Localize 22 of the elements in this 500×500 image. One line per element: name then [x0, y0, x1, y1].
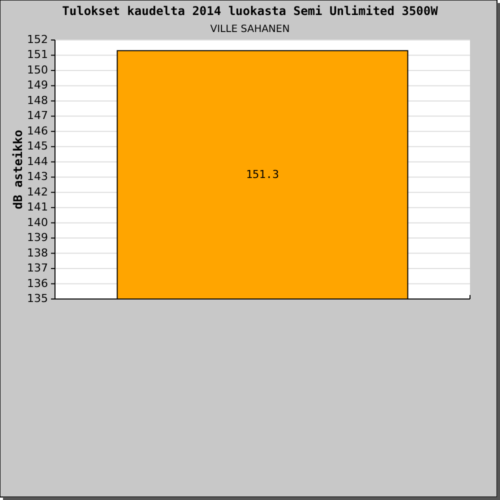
y-tick-label: 145	[27, 140, 48, 153]
data-label: 151.3	[246, 168, 280, 181]
y-tick-label: 135	[27, 292, 48, 306]
y-tick-label: 140	[27, 216, 48, 229]
y-tick-label: 147	[27, 109, 48, 122]
y-tick-label: 142	[27, 185, 48, 198]
y-tick-label: 146	[27, 124, 48, 138]
y-tick-label: 151	[27, 48, 48, 62]
y-tick-label: 149	[27, 78, 48, 92]
y-axis-title: dB asteikko	[11, 130, 25, 210]
y-tick-label: 152	[27, 33, 48, 46]
y-tick-label: 148	[27, 94, 48, 107]
chart-subtitle: VILLE SAHANEN	[210, 24, 290, 35]
y-tick-label: 141	[27, 200, 48, 214]
y-tick-label: 150	[27, 63, 48, 76]
y-tick-label: 144	[27, 154, 48, 168]
y-tick-label: 136	[27, 276, 48, 290]
y-tick-label: 143	[27, 170, 48, 184]
y-tick-label: 139	[27, 231, 48, 244]
y-tick-label: 138	[27, 246, 48, 260]
y-tick-label: 137	[27, 262, 48, 275]
chart-title: Tulokset kaudelta 2014 luokasta Semi Unlimited 3500W	[62, 4, 439, 18]
